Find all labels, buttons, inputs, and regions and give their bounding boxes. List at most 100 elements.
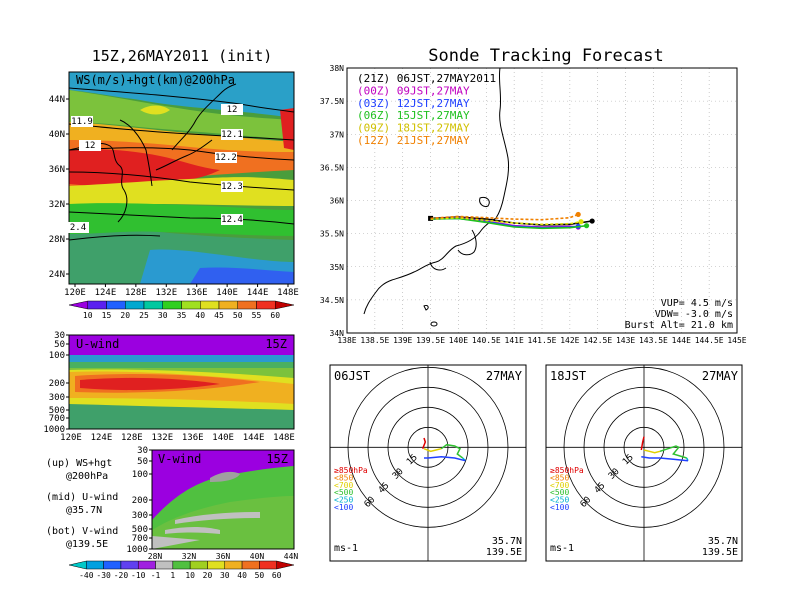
ws-colorbar-cell	[143, 300, 163, 310]
contour-label-bg	[221, 129, 243, 140]
contour-label: 2.4	[70, 223, 86, 233]
ws-colorbar-cell	[181, 300, 201, 310]
hodograph-press-legend: ≥850hPa	[550, 466, 584, 475]
ws-lon-tick: 136E	[186, 288, 208, 298]
v-colorbar-tick: 10	[185, 571, 195, 580]
ws-colorbar-cell	[87, 300, 107, 310]
contour-label-bg	[215, 152, 237, 163]
track-legend-item: (06Z) 15JST,27MAY	[357, 109, 470, 122]
hodograph-trace	[423, 447, 442, 453]
ws-lon-tick: 140E	[216, 288, 238, 298]
hodograph-loc-lat: 35.7N	[708, 536, 738, 547]
hodograph-time: 18JST	[550, 369, 586, 383]
u-lon-tick: 148E	[273, 433, 295, 443]
track-end-marker	[578, 219, 584, 225]
hodograph-press-legend: <700	[334, 481, 353, 490]
ws-colorbar-cell	[162, 300, 182, 310]
ws-contour-labels: 11.9 12 12 12.1 12.2 12.3 12.4 2.4	[67, 104, 243, 233]
ws-lon-tick: 148E	[277, 288, 299, 298]
track-lat-tick: 34N	[330, 329, 345, 338]
ws-lon-tick: 132E	[155, 288, 177, 298]
track-legend-item: (21Z) 06JST,27MAY2011	[357, 72, 496, 85]
track-lon-tick: 145E	[727, 336, 746, 345]
track-lon-tick: 143E	[616, 336, 635, 345]
track-lon-tick: 140E	[449, 336, 468, 345]
v-p-tick: 1000	[126, 545, 148, 555]
coastline-honshu	[363, 68, 509, 315]
contour-label-bg	[221, 181, 243, 192]
track-lat-tick: 36N	[330, 197, 345, 206]
track-grid	[347, 68, 737, 333]
track-lat-tick: 38N	[330, 64, 345, 73]
v-colorbar-cell	[189, 560, 208, 570]
v-colorbar-tick: -40	[79, 571, 94, 580]
u-wind-time: 15Z	[265, 337, 287, 351]
hodograph-loc-lon: 139.5E	[486, 547, 522, 558]
hodograph-date: 27MAY	[702, 369, 739, 383]
v-colorbar-cell	[68, 560, 87, 570]
track-lat-tick: 34.5N	[320, 296, 344, 305]
v-colorbar-tick: -10	[131, 571, 146, 580]
contour-label-bg	[221, 104, 243, 115]
v-p-tick: 100	[132, 470, 148, 480]
contour-label: 12.2	[215, 153, 237, 163]
legend-note-sub: @139.5E	[66, 539, 108, 550]
legend-note-title: (mid) U-wind	[46, 492, 118, 503]
ws-colorbar-tick: 35	[177, 311, 187, 320]
u-p-tick: 30	[54, 331, 65, 341]
v-colorbar-cell	[276, 560, 295, 570]
track-series	[428, 211, 595, 230]
v-colorbar-tick: 20	[203, 571, 213, 580]
track-lon-tick: 141E	[505, 336, 524, 345]
ws-colorbar-tick: 10	[83, 311, 93, 320]
ws-colorbar-tick: 45	[214, 311, 224, 320]
hodograph-loc-lon: 139.5E	[702, 547, 738, 558]
hodograph-time: 06JST	[334, 369, 370, 383]
v-lat-tick: 44N	[284, 552, 299, 561]
track-legend-item: (09Z) 18JST,27MAY	[357, 122, 470, 135]
ws-colorbar-cell	[256, 300, 276, 310]
ws-lon-tick: 144E	[247, 288, 269, 298]
v-colorbar-tick: 30	[220, 571, 230, 580]
track-lon-tick: 144E	[672, 336, 691, 345]
ws-colorbar-cell	[275, 300, 295, 310]
u-lon-tick: 120E	[60, 433, 82, 443]
u-lon-tick: 140E	[212, 433, 234, 443]
hodograph-press-legend: <850	[550, 473, 569, 482]
track-legend-item: (03Z) 12JST,27MAY	[357, 97, 470, 110]
track-lon-tick: 141.5E	[528, 336, 557, 345]
track-line	[430, 216, 582, 226]
hodograph-trace	[659, 445, 687, 459]
track-legend-item: (12Z) 21JST,27MAY	[357, 134, 470, 147]
track-stat: VDW= -3.0 m/s	[655, 309, 733, 320]
v-colorbar-cell	[207, 560, 226, 570]
v-colorbar-cell	[120, 560, 139, 570]
u-wind-panel	[69, 335, 294, 429]
contour-label-bg	[67, 222, 89, 233]
ws-colorbar-tick: 40	[195, 311, 205, 320]
legend-note-sub: @35.7N	[66, 505, 102, 516]
track-lon-tick: 144.5E	[695, 336, 724, 345]
u-p-tick: 50	[54, 340, 65, 350]
ws-colorbar-cell	[106, 300, 126, 310]
left-title: 15Z,26MAY2011 (init)	[92, 47, 273, 65]
hodograph-trace	[424, 455, 466, 462]
v-p-tick: 30	[137, 446, 148, 456]
hodograph-press-legend: <700	[550, 481, 569, 490]
v-colorbar-cell	[259, 560, 277, 570]
v-lat-tick: 40N	[250, 552, 265, 561]
ws-hgt-label: WS(m/s)+hgt(km)@200hPa	[76, 73, 235, 87]
track-map	[346, 67, 738, 334]
track-lat-tick: 36.5N	[320, 163, 344, 172]
track-lon-tick: 139E	[393, 336, 412, 345]
v-lat-tick: 32N	[182, 552, 197, 561]
u-wind-frame	[68, 334, 295, 430]
hodograph-press-legend: <250	[550, 496, 569, 505]
track-lat-tick: 37N	[330, 130, 345, 139]
v-colorbar: -40 -30 -20 -10 -1 1 10 20 30 40 50 60	[68, 560, 295, 580]
hodograph-press-legend: <500	[334, 488, 353, 497]
ws-colorbar-tick: 30	[158, 311, 168, 320]
ws-lon-tick: 128E	[125, 288, 147, 298]
ws-axes: 120E 124E 128E 132E 136E 140E 144E 148E 44N 40N 36…	[49, 95, 299, 298]
